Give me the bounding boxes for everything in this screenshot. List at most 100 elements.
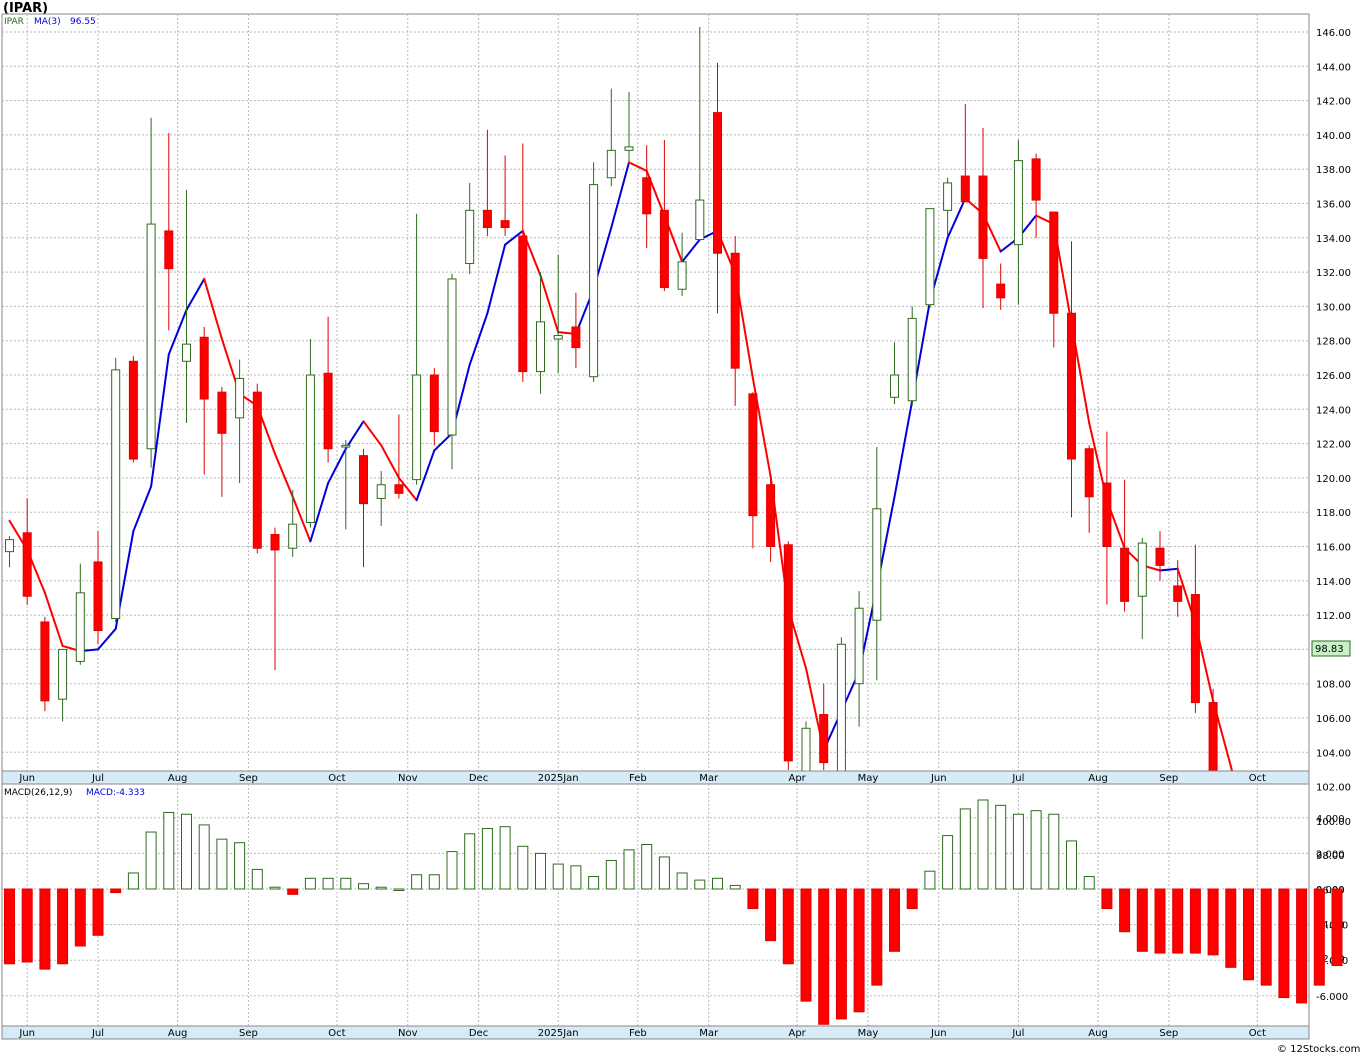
macd-bar bbox=[1136, 888, 1148, 952]
ma-segment bbox=[468, 312, 489, 366]
ma-segment bbox=[397, 476, 418, 502]
candle-body bbox=[606, 149, 616, 179]
x-tick-label: Sep bbox=[1159, 1028, 1178, 1039]
price-tick-label: 142.00 bbox=[1316, 97, 1351, 108]
candle-body bbox=[58, 648, 68, 700]
candle-body bbox=[1120, 547, 1130, 602]
macd-bar bbox=[358, 883, 369, 890]
price-tick-label: 122.00 bbox=[1316, 440, 1351, 451]
candle bbox=[960, 104, 970, 203]
candle-body bbox=[1049, 211, 1059, 314]
price-tick-label: 100.00 bbox=[1316, 817, 1351, 828]
candle-body bbox=[199, 336, 209, 400]
x-tick-label: Apr bbox=[788, 773, 806, 784]
macd-bar bbox=[641, 844, 653, 890]
x-tick-label: Sep bbox=[239, 1028, 258, 1039]
candle-body bbox=[40, 621, 50, 702]
candle bbox=[182, 189, 191, 424]
x-tick-label: Oct bbox=[1249, 1028, 1266, 1039]
macd-bar bbox=[605, 860, 617, 890]
candle bbox=[624, 92, 634, 165]
macd-bar bbox=[1048, 813, 1060, 890]
candle-body bbox=[872, 508, 882, 621]
price-tick-label: 104.00 bbox=[1316, 748, 1351, 759]
x-tick-label: Aug bbox=[168, 1028, 188, 1039]
candle-body bbox=[836, 643, 846, 788]
macd-bar bbox=[446, 851, 458, 890]
macd-x-axis: Jun Jul Aug Sep Oct Nov Dec 2025Jan Feb Mar Apr May… bbox=[18, 1028, 1266, 1039]
ma-segment bbox=[415, 449, 436, 502]
price-plot-area bbox=[1, 13, 1310, 772]
candle-body bbox=[589, 184, 599, 378]
candle bbox=[58, 648, 68, 722]
x-tick-label: Oct bbox=[1249, 773, 1266, 784]
price-tick-label: 128.00 bbox=[1316, 337, 1351, 348]
legend-ma-value: 96.55 bbox=[70, 17, 96, 27]
macd-bar bbox=[676, 872, 688, 890]
candle-body bbox=[1067, 312, 1076, 460]
ma-segment bbox=[327, 447, 347, 485]
candle-body bbox=[75, 592, 85, 662]
candle bbox=[606, 88, 616, 187]
candle bbox=[75, 563, 85, 665]
macd-bar bbox=[712, 877, 723, 890]
candle-body bbox=[518, 235, 528, 373]
candle bbox=[1155, 531, 1165, 581]
candle-body bbox=[341, 444, 351, 448]
macd-bar bbox=[818, 888, 830, 1025]
candle-body bbox=[713, 112, 722, 254]
candle-body bbox=[854, 607, 864, 685]
candle-body bbox=[412, 374, 422, 481]
price-tick-label: 106.00 bbox=[1316, 714, 1351, 725]
candle-body bbox=[235, 377, 245, 419]
price-tick-label: 146.00 bbox=[1316, 28, 1351, 39]
ma-segment bbox=[167, 308, 188, 356]
candle-body bbox=[943, 182, 953, 211]
macd-bar bbox=[411, 874, 423, 890]
candle-body bbox=[890, 374, 899, 398]
macd-bar bbox=[1083, 876, 1095, 890]
candle bbox=[412, 213, 422, 485]
candle-body bbox=[429, 374, 439, 433]
candle bbox=[128, 356, 138, 463]
macd-bar bbox=[977, 799, 989, 890]
macd-bar bbox=[1066, 840, 1077, 890]
ma-segment bbox=[291, 495, 312, 543]
macd-x-axis-bar bbox=[1, 1025, 1310, 1040]
ma-segment bbox=[97, 627, 117, 651]
candle bbox=[482, 129, 492, 237]
ma-segment bbox=[628, 161, 648, 172]
macd-bar bbox=[287, 888, 299, 895]
macd-bar bbox=[375, 886, 387, 890]
price-tick-label: 134.00 bbox=[1316, 234, 1351, 245]
candle bbox=[5, 536, 14, 568]
candle bbox=[164, 133, 174, 331]
x-tick-label: Jun bbox=[18, 773, 35, 784]
candle-body bbox=[270, 533, 280, 551]
ma-segment bbox=[486, 243, 507, 315]
macd-tick-label: 2.000 bbox=[1316, 849, 1345, 860]
candle bbox=[996, 263, 1006, 310]
price-x-axis: Jun Jul Aug Sep Oct Nov Dec 2025Jan Feb Mar Apr May… bbox=[18, 773, 1266, 784]
candle-body bbox=[748, 393, 758, 517]
price-tick-label: 94.00 bbox=[1316, 920, 1345, 931]
candle bbox=[536, 272, 545, 394]
candle bbox=[819, 683, 829, 770]
macd-bar bbox=[393, 888, 405, 891]
candle-body bbox=[359, 455, 368, 505]
macd-bar bbox=[21, 888, 33, 963]
candle-body bbox=[182, 343, 191, 362]
candle bbox=[359, 448, 368, 568]
price-tick-label: 120.00 bbox=[1316, 474, 1351, 485]
candle bbox=[1173, 560, 1183, 617]
x-tick-label: Nov bbox=[398, 773, 418, 784]
candle-body bbox=[819, 714, 829, 764]
candle-body bbox=[553, 335, 563, 340]
x-tick-label: Aug bbox=[168, 773, 188, 784]
macd-bar bbox=[694, 879, 706, 890]
x-tick-label: Jun bbox=[18, 1028, 35, 1039]
macd-bar bbox=[57, 888, 69, 965]
candle bbox=[907, 306, 917, 406]
candle bbox=[659, 140, 669, 291]
candle-body bbox=[766, 484, 776, 548]
